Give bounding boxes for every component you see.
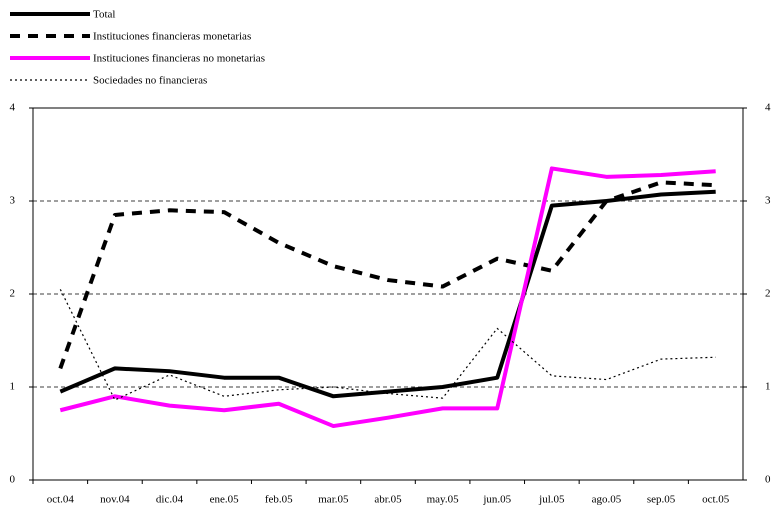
- x-tick-label: feb.05: [265, 494, 293, 506]
- y2-tick-label: 3: [765, 195, 771, 207]
- x-tick-label: abr.05: [374, 494, 402, 506]
- legend-label: Total: [93, 9, 115, 21]
- x-tick-label: mar.05: [318, 494, 349, 506]
- x-tick-label: nov.04: [100, 494, 130, 506]
- y2-tick-label: 0: [765, 474, 771, 486]
- x-tick-label: jul.05: [538, 494, 565, 506]
- y-tick-label: 0: [10, 474, 16, 486]
- x-tick-label: ago.05: [592, 494, 622, 506]
- series-line: [58, 180, 716, 370]
- y2-tick-label: 4: [765, 102, 771, 114]
- series-line: [59, 166, 716, 429]
- x-tick-label: oct.05: [702, 494, 730, 506]
- series-line: [59, 289, 716, 401]
- y-tick-label: 3: [10, 195, 16, 207]
- x-tick-label: sep.05: [647, 494, 676, 506]
- x-tick-label: dic.04: [156, 494, 184, 506]
- y2-tick-label: 2: [765, 288, 771, 300]
- y-tick-label: 4: [10, 102, 16, 114]
- legend-label: Instituciones financieras no monetarias: [93, 53, 265, 65]
- y-tick-label: 2: [10, 288, 16, 300]
- x-tick-label: may.05: [427, 494, 459, 506]
- y2-tick-label: 1: [765, 381, 771, 393]
- legend-label: Instituciones financieras monetarias: [93, 31, 251, 43]
- x-tick-label: jun.05: [482, 494, 511, 506]
- legend-label: Sociedades no financieras: [93, 75, 207, 87]
- y-tick-label: 1: [10, 381, 16, 393]
- x-tick-label: oct.04: [47, 494, 75, 506]
- x-tick-label: ene.05: [210, 494, 240, 506]
